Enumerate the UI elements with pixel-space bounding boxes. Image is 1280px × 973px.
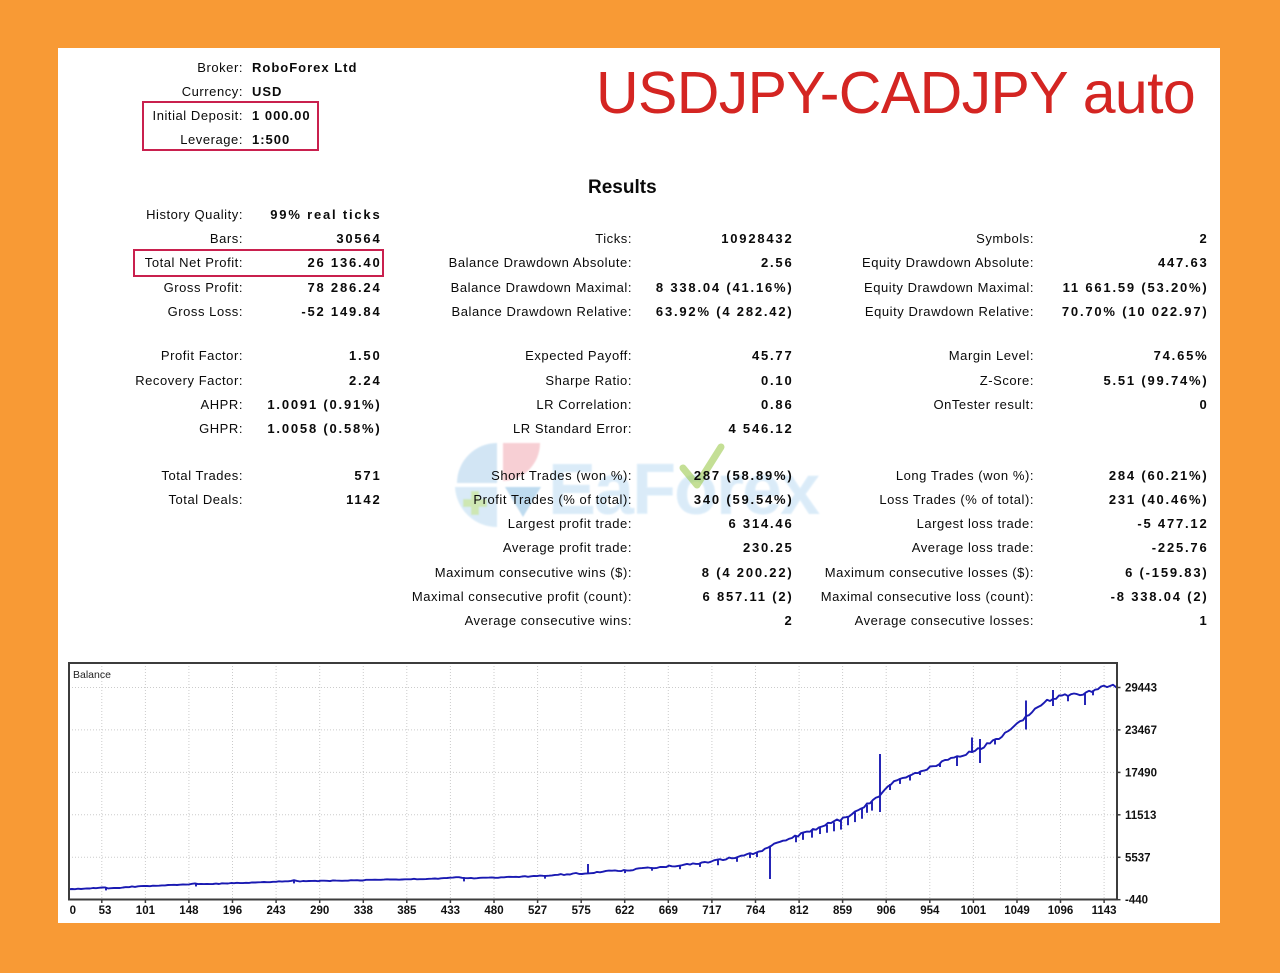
svg-text:1001: 1001: [961, 905, 987, 917]
svg-text:196: 196: [223, 905, 242, 917]
svg-text:480: 480: [484, 905, 503, 917]
svg-text:764: 764: [746, 905, 766, 917]
svg-text:101: 101: [136, 905, 156, 917]
svg-text:1096: 1096: [1048, 905, 1074, 917]
svg-text:575: 575: [572, 905, 592, 917]
svg-text:5537: 5537: [1125, 852, 1151, 864]
svg-text:290: 290: [310, 905, 329, 917]
svg-text:385: 385: [397, 905, 417, 917]
svg-text:Balance: Balance: [73, 669, 111, 681]
svg-text:EaForex: EaForex: [548, 450, 820, 530]
svg-text:1049: 1049: [1004, 905, 1030, 917]
svg-text:17490: 17490: [1125, 767, 1157, 779]
svg-text:906: 906: [877, 905, 896, 917]
svg-text:669: 669: [659, 905, 678, 917]
svg-text:717: 717: [702, 905, 721, 917]
svg-text:53: 53: [99, 905, 112, 917]
svg-text:23467: 23467: [1125, 725, 1157, 737]
svg-text:433: 433: [441, 905, 460, 917]
svg-text:527: 527: [528, 905, 547, 917]
svg-text:812: 812: [790, 905, 809, 917]
svg-text:148: 148: [179, 905, 199, 917]
svg-text:11513: 11513: [1125, 810, 1156, 822]
svg-text:954: 954: [920, 905, 940, 917]
svg-text:-440: -440: [1125, 895, 1148, 907]
svg-text:622: 622: [615, 905, 634, 917]
svg-text:859: 859: [833, 905, 852, 917]
svg-text:243: 243: [267, 905, 286, 917]
svg-text:338: 338: [354, 905, 374, 917]
svg-text:0: 0: [70, 905, 76, 917]
svg-text:29443: 29443: [1125, 683, 1157, 695]
svg-text:1143: 1143: [1092, 905, 1117, 917]
